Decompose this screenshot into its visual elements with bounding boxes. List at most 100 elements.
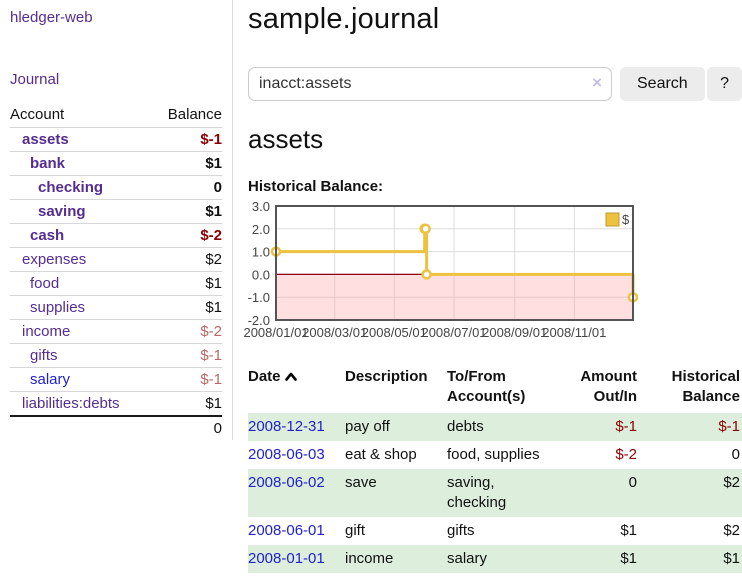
account-row: checking 0: [10, 175, 222, 200]
transaction-date-link[interactable]: 2008-06-02: [248, 473, 325, 491]
chart-legend: $: [605, 212, 630, 227]
account-row: liabilities:debts $1: [10, 391, 222, 416]
column-header-account[interactable]: To/From Account(s): [447, 368, 526, 405]
account-balance: $-1: [151, 343, 222, 368]
svg-text:2.0: 2.0: [252, 222, 270, 237]
transaction-accounts: food, supplies: [447, 445, 540, 463]
transactions-header-row: Date Description To/From Account(s) Amou…: [248, 365, 742, 413]
svg-text:1.0: 1.0: [252, 245, 270, 260]
transaction-balance: $-1: [718, 417, 740, 435]
svg-text:2008/05/01: 2008/05/01: [362, 325, 427, 340]
transaction-row: 2008-06-01 gift gifts $1 $2: [248, 517, 742, 545]
svg-text:-2.0: -2.0: [248, 313, 270, 328]
account-balance: $-1: [151, 367, 222, 392]
svg-text:2008/11/01: 2008/11/01: [542, 325, 606, 340]
account-row: assets $-1: [10, 127, 222, 152]
account-link-assets[interactable]: assets: [22, 131, 69, 148]
transaction-amount: $-1: [615, 417, 637, 435]
account-balance: 0: [151, 175, 222, 200]
column-header-date[interactable]: Date: [248, 365, 345, 413]
accounts-header-row: Account Balance: [10, 104, 222, 128]
sidebar: hledger-web Journal Account Balance asse…: [0, 0, 233, 440]
transaction-row: 2008-12-31 pay off debts $-1 $-1: [248, 412, 742, 441]
transaction-accounts: gifts: [447, 521, 475, 539]
transaction-row: 2008-06-03 eat & shop food, supplies $-2 0: [248, 441, 742, 469]
transaction-row: 2008-01-01 income salary $1 $1: [248, 544, 742, 573]
svg-text:$: $: [622, 212, 630, 227]
account-link-saving[interactable]: saving: [38, 203, 86, 220]
chart-heading: Historical Balance:: [248, 178, 384, 195]
account-link-income[interactable]: income: [22, 323, 71, 340]
column-header-balance[interactable]: Historical Balance: [671, 368, 740, 405]
transaction-accounts: saving, checking: [447, 473, 507, 511]
accounts-header-account: Account: [10, 106, 65, 123]
page-title: sample.journal: [248, 3, 440, 35]
account-link-gifts[interactable]: gifts: [30, 347, 58, 364]
chart-canvas: $3.0 2.0 1.0 0.0 -1.0 -2.02008/01/012008/03/0…: [243, 199, 639, 340]
sort-ascending-icon: [284, 372, 297, 381]
accounts-table: Account Balance assets $-1 bank $1 checking 0…: [10, 104, 222, 440]
account-balance: $-2: [151, 223, 222, 248]
account-link-supplies[interactable]: supplies: [30, 299, 86, 316]
account-balance: $1: [151, 199, 222, 224]
account-row: bank $1: [10, 151, 222, 176]
account-link-checking[interactable]: checking: [38, 179, 104, 196]
account-link-salary[interactable]: salary: [30, 371, 71, 388]
transaction-description: income: [345, 549, 394, 567]
svg-text:2008/07/01: 2008/07/01: [421, 325, 486, 340]
column-header-amount[interactable]: Amount Out/In: [580, 368, 637, 405]
transaction-balance: 0: [731, 445, 740, 463]
account-balance: $2: [151, 247, 222, 272]
svg-text:2008/03/01: 2008/03/01: [302, 325, 367, 340]
account-link-expenses[interactable]: expenses: [22, 251, 87, 268]
transaction-amount: $1: [620, 549, 637, 567]
account-link-liabilities-debts[interactable]: liabilities:debts: [22, 395, 120, 412]
account-row: supplies $1: [10, 295, 222, 320]
account-row: expenses $2: [10, 247, 222, 272]
svg-text:0.0: 0.0: [252, 267, 270, 282]
account-link-bank[interactable]: bank: [30, 155, 66, 172]
clear-search-icon[interactable]: ×: [592, 73, 602, 93]
transaction-date-link[interactable]: 2008-06-03: [248, 445, 325, 463]
transaction-date-link[interactable]: 2008-06-01: [248, 521, 325, 539]
account-heading: assets: [248, 124, 324, 154]
sidebar-item-journal[interactable]: Journal: [10, 71, 60, 88]
account-balance: $1: [151, 271, 222, 296]
help-button[interactable]: ?: [707, 67, 742, 101]
svg-text:-1.0: -1.0: [248, 290, 270, 305]
transactions-table: Date Description To/From Account(s) Amou…: [248, 365, 742, 573]
account-balance: $1: [151, 391, 222, 416]
search-button[interactable]: Search: [620, 67, 705, 101]
transaction-amount: $-2: [615, 445, 637, 463]
svg-text:2008/01/01: 2008/01/01: [243, 325, 308, 340]
transaction-row: 2008-06-02 save saving, checking 0 $2: [248, 468, 742, 517]
column-header-description[interactable]: Description: [345, 368, 428, 385]
historical-balance-chart: $3.0 2.0 1.0 0.0 -1.0 -2.0 2008/01/01 2008/03/0…: [243, 199, 742, 346]
transaction-date-link[interactable]: 2008-12-31: [248, 417, 325, 435]
app-title-link[interactable]: hledger-web: [10, 9, 93, 26]
search-box: ×: [248, 67, 612, 101]
transaction-description: pay off: [345, 417, 390, 435]
account-balance: $1: [151, 151, 222, 176]
transaction-amount: 0: [628, 473, 637, 491]
account-balance: $-1: [151, 127, 222, 152]
transaction-accounts: salary: [447, 549, 488, 567]
account-link-food[interactable]: food: [30, 275, 60, 292]
transaction-description: gift: [345, 521, 366, 539]
accounts-total-value: 0: [151, 415, 222, 440]
account-link-cash[interactable]: cash: [30, 227, 65, 244]
account-row: salary $-1: [10, 367, 222, 392]
transaction-date-link[interactable]: 2008-01-01: [248, 549, 325, 567]
transaction-balance: $2: [723, 473, 740, 491]
account-balance: $-2: [151, 319, 222, 344]
account-row: gifts $-1: [10, 343, 222, 368]
transaction-description: eat & shop: [345, 445, 417, 463]
search-input[interactable]: [248, 67, 612, 101]
svg-text:2008/09/01: 2008/09/01: [482, 325, 547, 340]
transaction-description: save: [345, 473, 377, 491]
total-spacer: [10, 415, 152, 440]
account-balance: $1: [151, 295, 222, 320]
search-bar: × Search ?: [248, 67, 742, 101]
svg-text:3.0: 3.0: [252, 199, 270, 214]
